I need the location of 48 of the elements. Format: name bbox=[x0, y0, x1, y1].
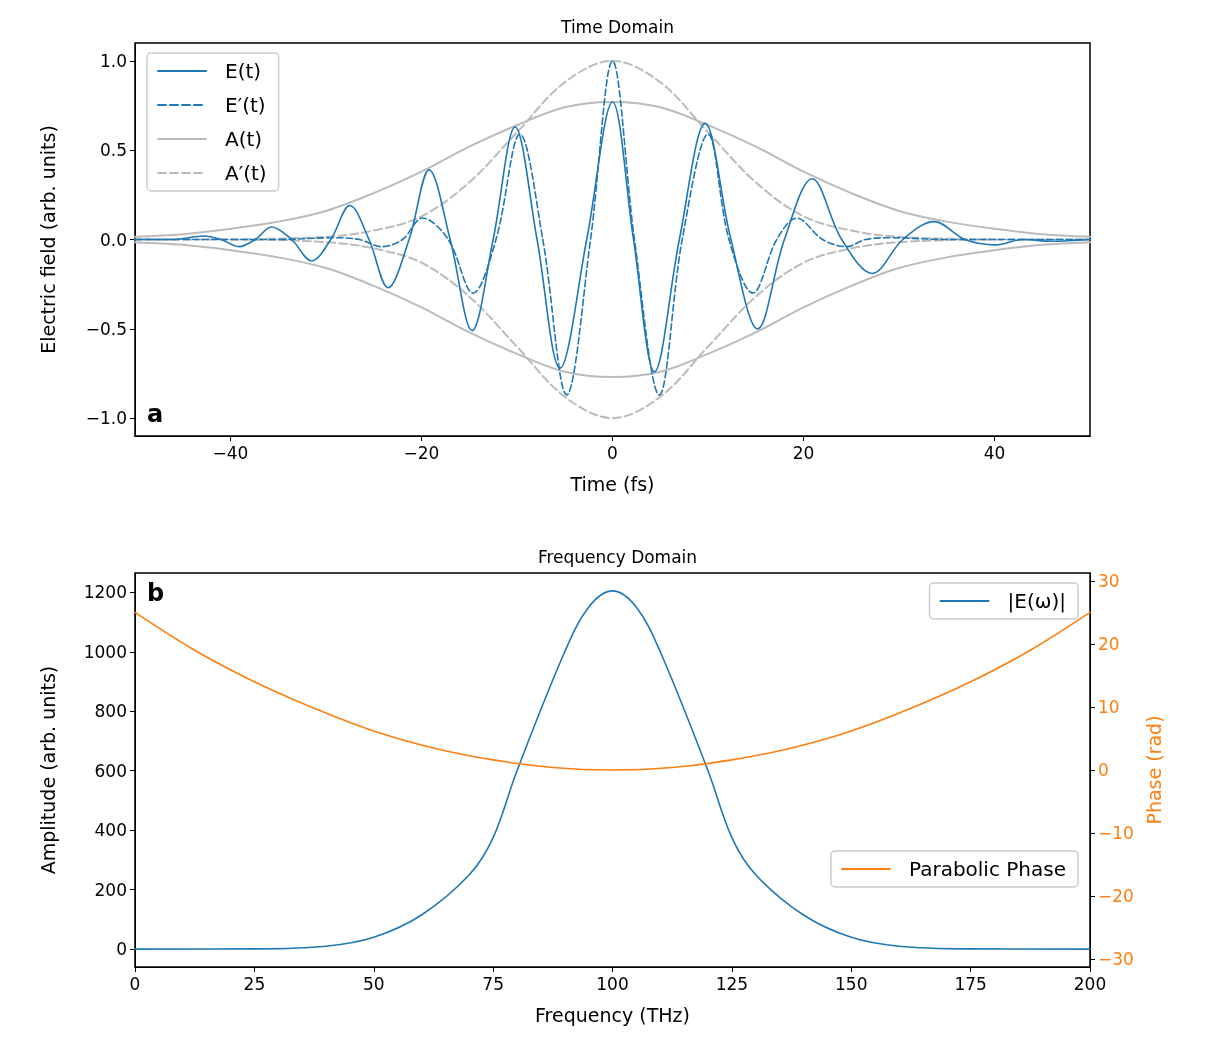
y2-tick-label: −30 bbox=[1098, 949, 1134, 970]
y-tick-label: −0.5 bbox=[85, 318, 127, 339]
legend-label: E(t) bbox=[225, 59, 262, 83]
y2-tick-label: 0 bbox=[1098, 760, 1109, 780]
x-tick-label: 20 bbox=[792, 442, 815, 463]
y2-tick-label: 20 bbox=[1098, 633, 1120, 654]
y2-tick-label: 30 bbox=[1098, 570, 1120, 591]
legend-label: E′(t) bbox=[225, 93, 266, 117]
legend-label: A(t) bbox=[225, 127, 263, 151]
y-tick-label: 0.0 bbox=[99, 229, 127, 250]
x-tick-label: 75 bbox=[482, 973, 504, 994]
x-axis-title: Frequency (THz) bbox=[535, 1003, 690, 1026]
x-tick-label: 0 bbox=[129, 973, 141, 994]
y-tick-label: 0 bbox=[116, 939, 127, 960]
y-tick-label: 0.5 bbox=[99, 140, 127, 161]
y-axis-title: Amplitude (arb. units) bbox=[36, 665, 59, 875]
chart-title: Time Domain bbox=[560, 16, 674, 37]
x-tick-label: 200 bbox=[1073, 973, 1107, 994]
x-tick-label: 25 bbox=[243, 973, 266, 994]
y2-tick-label: −20 bbox=[1098, 886, 1134, 907]
x-tick-label: 125 bbox=[715, 973, 749, 994]
annotation: a bbox=[147, 400, 164, 428]
x-tick-label: 0 bbox=[607, 442, 618, 463]
y-tick-label: 1000 bbox=[83, 641, 127, 662]
y-tick-label: 400 bbox=[94, 820, 127, 841]
x-tick-label: 100 bbox=[596, 973, 629, 994]
y-tick-label: −1.0 bbox=[85, 408, 127, 429]
y-axis-title: Electric field (arb. units) bbox=[36, 125, 59, 354]
y-tick-label: 1200 bbox=[83, 582, 127, 603]
x-tick-label: 150 bbox=[835, 973, 868, 994]
x-tick-label: 50 bbox=[362, 973, 385, 994]
y2-axis-title: Phase (rad) bbox=[1143, 715, 1166, 825]
legend-label: |E(ω)| bbox=[1007, 589, 1066, 613]
x-tick-label: 175 bbox=[954, 973, 987, 994]
annotation: b bbox=[147, 579, 165, 607]
x-axis-title: Time (fs) bbox=[569, 472, 655, 495]
y-tick-label: 800 bbox=[94, 701, 127, 722]
y2-tick-label: 10 bbox=[1098, 696, 1120, 717]
x-tick-label: 40 bbox=[983, 442, 1006, 463]
y2-tick-label: −10 bbox=[1098, 823, 1134, 844]
y-tick-label: 1.0 bbox=[99, 50, 127, 71]
legend-label: A′(t) bbox=[225, 161, 267, 185]
y-tick-label: 600 bbox=[94, 760, 127, 781]
legend-label: Parabolic Phase bbox=[908, 857, 1066, 881]
x-tick-label: −40 bbox=[212, 442, 249, 463]
chart-title: Frequency Domain bbox=[537, 546, 698, 567]
y-tick-label: 200 bbox=[94, 879, 127, 900]
x-tick-label: −20 bbox=[403, 442, 440, 463]
